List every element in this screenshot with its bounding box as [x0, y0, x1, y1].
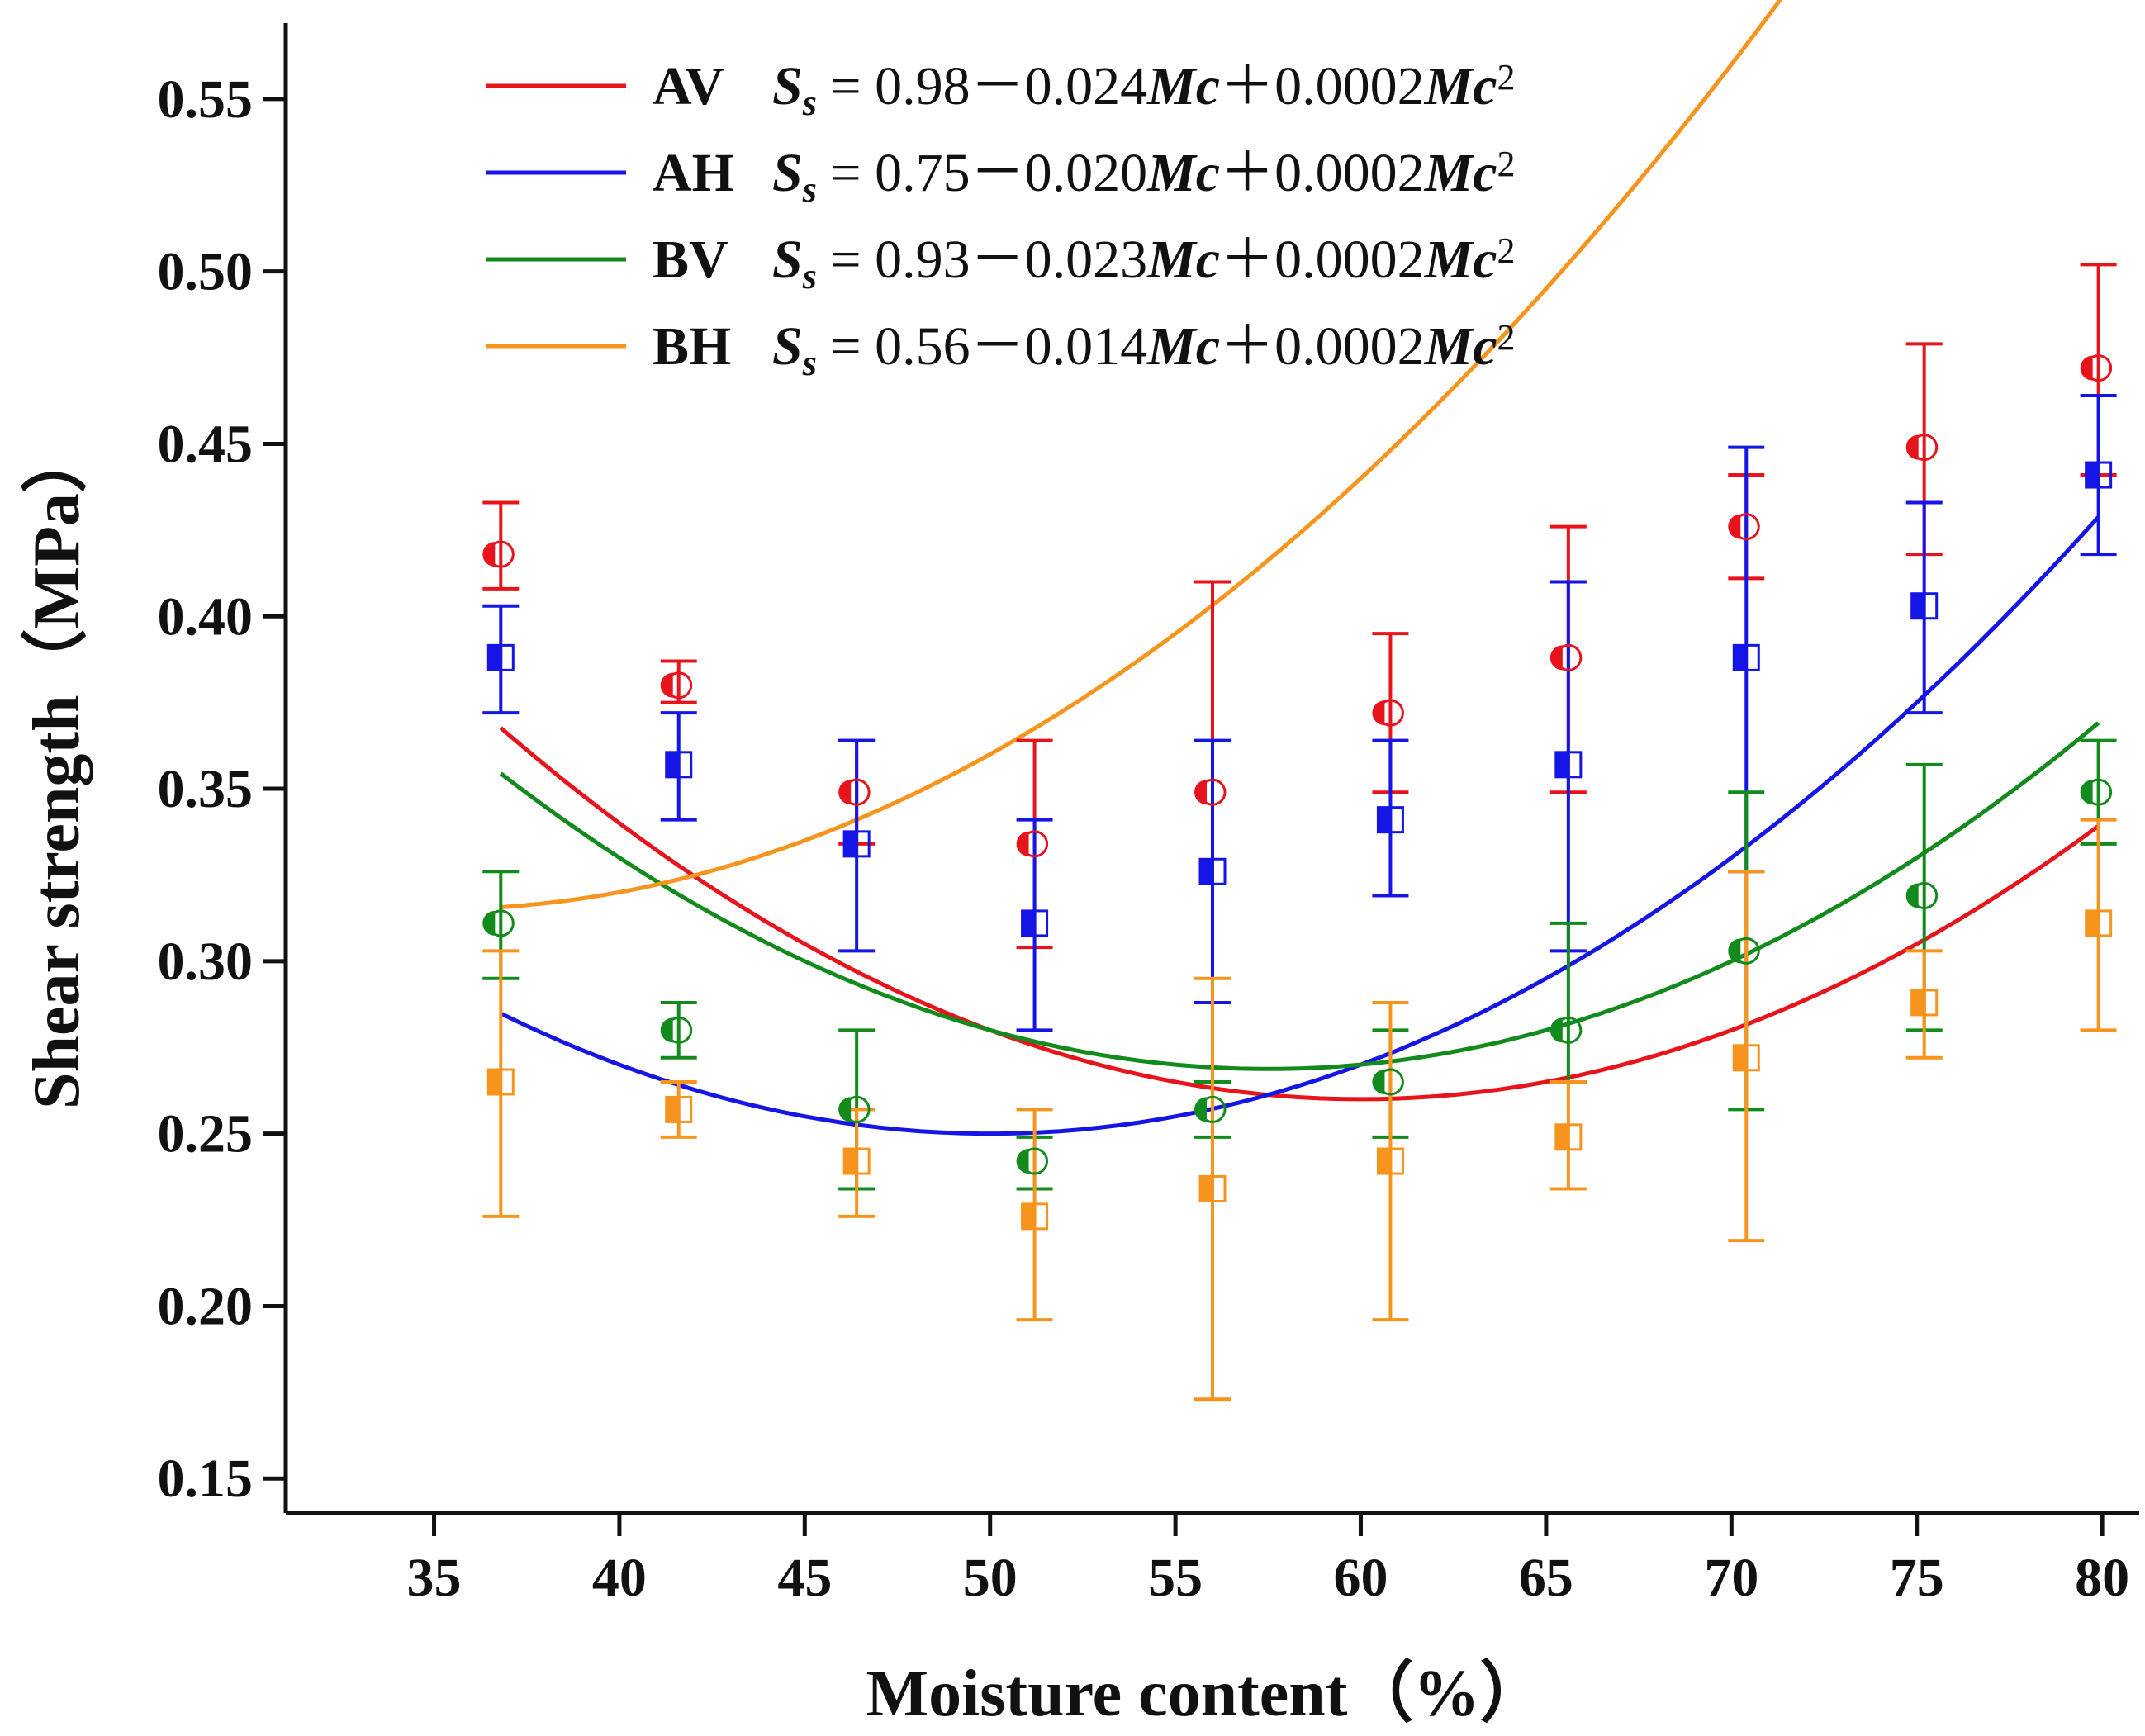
y-tick-label: 0.25: [158, 1104, 254, 1164]
x-tick-label: 65: [1519, 1548, 1573, 1608]
y-tick-label: 0.35: [158, 759, 254, 819]
legend-label-av: AV: [653, 56, 724, 116]
point-fill-av: [1549, 645, 1563, 671]
point-fill-bh: [1378, 1149, 1391, 1174]
point-fill-ah: [1555, 752, 1568, 777]
legend-equation-ah: Ss = 0.75－0.020Mc＋0.0002Mc2: [772, 143, 1516, 210]
point-fill-bv: [1549, 1017, 1563, 1043]
point-fill-av: [838, 780, 852, 805]
y-tick-label: 0.20: [158, 1276, 254, 1336]
point-fill-av: [1372, 700, 1385, 726]
point-fill-bh: [666, 1097, 679, 1122]
legend-label-bh: BH: [653, 316, 731, 377]
x-tick-label: 80: [2075, 1548, 2129, 1608]
point-fill-ah: [488, 645, 501, 671]
point-fill-bv: [1372, 1070, 1385, 1095]
point-fill-bv: [1016, 1149, 1029, 1174]
point-fill-ah: [844, 831, 857, 856]
legend-equation-bh: Ss = 0.56－0.014Mc＋0.0002Mc2: [772, 316, 1516, 383]
point-fill-av: [1728, 514, 1741, 539]
y-tick-label: 0.15: [158, 1449, 254, 1509]
y-tick-label: 0.55: [158, 69, 254, 130]
point-fill-ah: [1911, 593, 1924, 619]
point-fill-bv: [838, 1097, 852, 1122]
point-fill-bh: [2086, 910, 2099, 936]
point-fill-bv: [482, 910, 496, 936]
point-fill-bv: [2080, 780, 2093, 805]
fit-curves: [499, 0, 2100, 1136]
x-tick-label: 35: [407, 1548, 462, 1608]
x-ticks: 35 40 45 50 55 60 65 70 75 80: [407, 1513, 2129, 1608]
point-fill-av: [482, 542, 496, 567]
point-fill-av: [1194, 780, 1207, 805]
point-fill-ah: [1022, 910, 1035, 936]
y-axis-title: Shear strength（MPa）: [21, 427, 93, 1109]
point-fill-bh: [488, 1070, 501, 1095]
point-fill-bh: [1911, 989, 1924, 1015]
point-fill-ah: [666, 752, 679, 777]
point-fill-bh: [1555, 1124, 1568, 1150]
point-fill-bh: [1022, 1203, 1035, 1229]
legend-label-bv: BV: [653, 230, 728, 290]
legend-equation-av: Ss = 0.98－0.024Mc＋0.0002Mc2: [772, 56, 1516, 123]
x-tick-label: 40: [592, 1548, 647, 1608]
point-fill-ah: [1378, 807, 1391, 832]
point-fill-av: [1905, 434, 1919, 460]
x-tick-label: 75: [1890, 1548, 1944, 1608]
point-fill-bh: [1200, 1176, 1212, 1202]
y-tick-label: 0.45: [158, 414, 254, 474]
y-ticks: 0.15 0.20 0.25 0.30 0.35 0.40 0.45 0.50 0.55: [158, 69, 286, 1509]
point-fill-bv: [1905, 883, 1919, 908]
point-fill-bh: [844, 1149, 857, 1174]
point-fill-ah: [1734, 645, 1747, 671]
x-axis-title: Moisture content（%）: [866, 1658, 1546, 1730]
error-bars: [482, 263, 2117, 1402]
x-tick-label: 60: [1334, 1548, 1388, 1608]
point-fill-av: [2080, 355, 2093, 381]
point-fill-bv: [1728, 938, 1741, 964]
legend: AV Ss = 0.98－0.024Mc＋0.0002Mc2 AH Ss = 0.75…: [486, 56, 1516, 383]
legend-label-ah: AH: [653, 143, 734, 203]
point-fill-av: [1016, 831, 1029, 856]
point-fill-av: [660, 672, 673, 698]
fit-curve-bv: [499, 721, 2100, 1071]
x-tick-label: 50: [963, 1548, 1018, 1608]
legend-equation-bv: Ss = 0.93－0.023Mc＋0.0002Mc2: [772, 230, 1516, 296]
x-tick-label: 70: [1704, 1548, 1758, 1608]
data-markers: [482, 354, 2113, 1231]
point-fill-bv: [660, 1017, 673, 1043]
x-tick-label: 45: [777, 1548, 832, 1608]
y-tick-label: 0.30: [158, 932, 254, 992]
point-fill-bh: [1734, 1045, 1747, 1070]
x-tick-label: 55: [1148, 1548, 1203, 1608]
fit-curve-bh: [501, 0, 1783, 909]
y-tick-label: 0.40: [158, 586, 254, 647]
fit-curve-ah: [500, 515, 2100, 1136]
y-tick-label: 0.50: [158, 242, 254, 302]
point-fill-bv: [1194, 1097, 1207, 1122]
point-fill-ah: [2086, 462, 2099, 488]
point-fill-ah: [1200, 859, 1212, 885]
fit-curve-av: [499, 726, 2100, 1102]
